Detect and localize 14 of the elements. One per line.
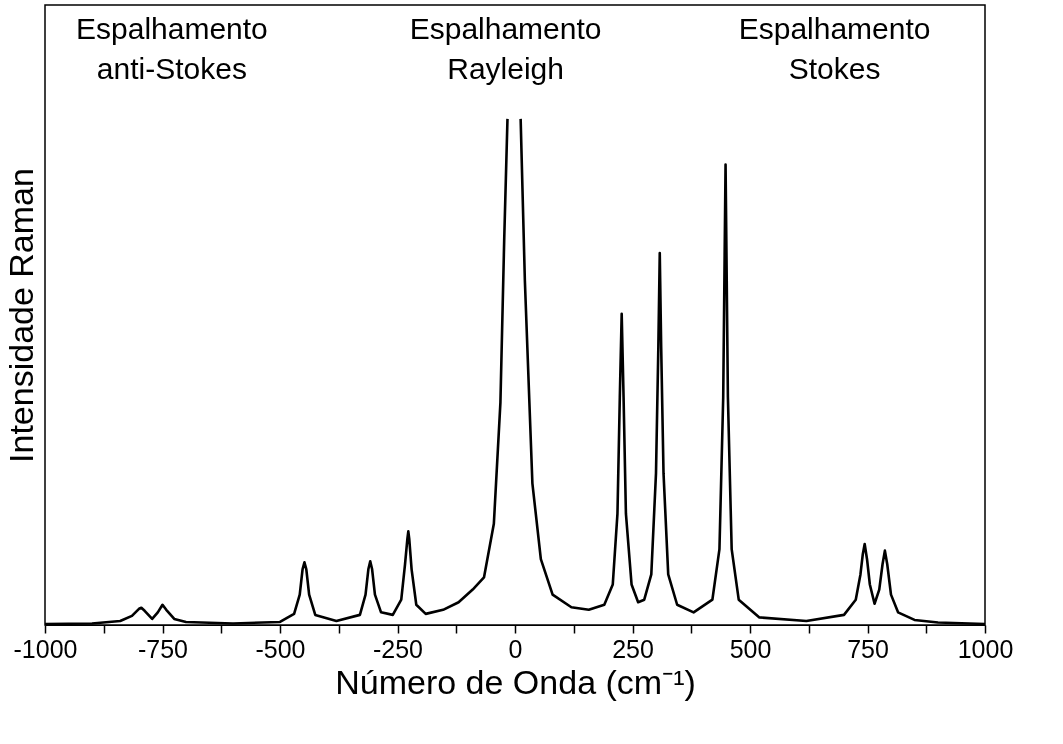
y-axis-title: Intensidade Raman	[1, 168, 40, 463]
x-tick-label: -750	[137, 634, 189, 663]
x-tick-label: -250	[372, 634, 424, 663]
x-tick-label: 1000	[957, 634, 1014, 663]
text: Espalhamento Rayleigh	[409, 12, 602, 85]
x-tick-label: 500	[729, 634, 772, 663]
x-tick-label: 250	[612, 634, 654, 663]
text: Espalhamento Stokes	[738, 12, 931, 85]
x-axis-title: Número de Onda (cm⁻¹)	[335, 662, 696, 701]
text: Espalhamento anti-Stokes	[76, 12, 268, 85]
x-tick-label: -500	[255, 634, 306, 663]
x-tick-label: -1000	[13, 634, 78, 663]
x-tick-label: 0	[508, 634, 523, 663]
x-tick-label: 750	[847, 634, 889, 663]
